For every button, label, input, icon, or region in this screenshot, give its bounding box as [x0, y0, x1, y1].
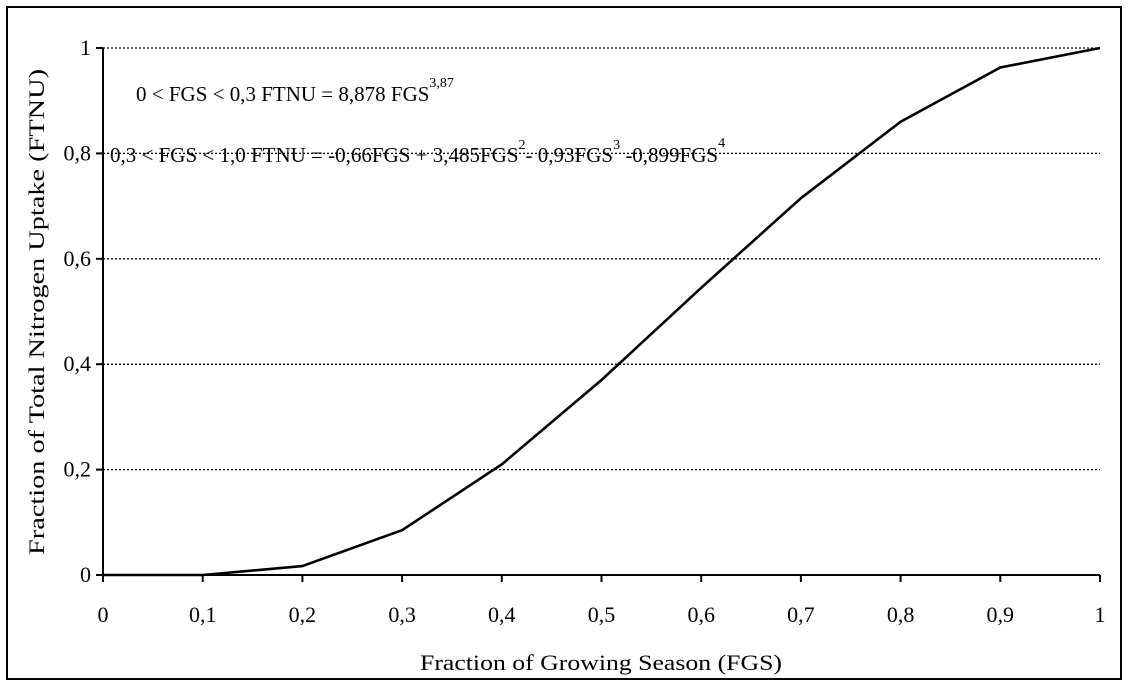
- x-tick-label: 0,3: [388, 602, 416, 627]
- x-tick-label: 0,6: [687, 602, 715, 627]
- equation-low-main: 0 < FGS < 0,3 FTNU = 8,878 FGS: [136, 82, 429, 106]
- x-tick-label: 0,5: [588, 602, 616, 627]
- equation-high-part-3: -0,899FGS: [620, 143, 718, 167]
- chart-frame: [6, 6, 1122, 680]
- equation-low-exponent: 3,87: [429, 76, 454, 91]
- equation-high-exp-3: 3: [613, 138, 620, 153]
- y-tick-label: 0,6: [64, 246, 92, 271]
- y-tick-label: 0,8: [64, 140, 92, 165]
- y-tick-label: 0,4: [64, 351, 92, 376]
- equation-low-range: 0 < FGS < 0,3 FTNU = 8,878 FGS3,87: [136, 76, 454, 106]
- x-tick-label: 1: [1095, 602, 1106, 627]
- series: [103, 46, 1101, 577]
- axis-ticks: 0 0,2 0,4 0,6 0,8 1 0 0,1 0,2 0,3 0,4 0,5 0,6 0,7 0,8 0…: [64, 35, 1106, 627]
- series-line: [103, 46, 1101, 577]
- y-axis-title: Fraction of Total Nitrogen Uptake (FTNU): [24, 69, 49, 555]
- x-tick-label: 0,4: [488, 602, 516, 627]
- axes: [102, 48, 1100, 576]
- x-tick-label: 0,7: [787, 602, 815, 627]
- x-tick-label: 0,8: [887, 602, 915, 627]
- y-tick-label: 1: [80, 35, 91, 60]
- x-tick-label: 0,1: [189, 602, 217, 627]
- equation-high-part-2: - 0,93FGS: [526, 143, 614, 167]
- y-tick-label: 0,2: [64, 457, 92, 482]
- equation-high-part-1: 0,3 < FGS < 1,0 FTNU = -0,66FGS + 3,485F…: [110, 143, 519, 167]
- equation-high-exp-2: 2: [519, 138, 526, 153]
- y-tick-label: 0: [80, 562, 91, 587]
- x-tick-label: 0: [98, 602, 109, 627]
- x-axis-title: Fraction of Growing Season (FGS): [420, 650, 782, 675]
- x-tick-label: 0,2: [289, 602, 317, 627]
- gridlines: [103, 47, 1100, 471]
- equation-high-exp-4: 4: [718, 136, 725, 151]
- equation-high-range: 0,3 < FGS < 1,0 FTNU = -0,66FGS + 3,485F…: [110, 136, 725, 167]
- x-tick-label: 0,9: [987, 602, 1015, 627]
